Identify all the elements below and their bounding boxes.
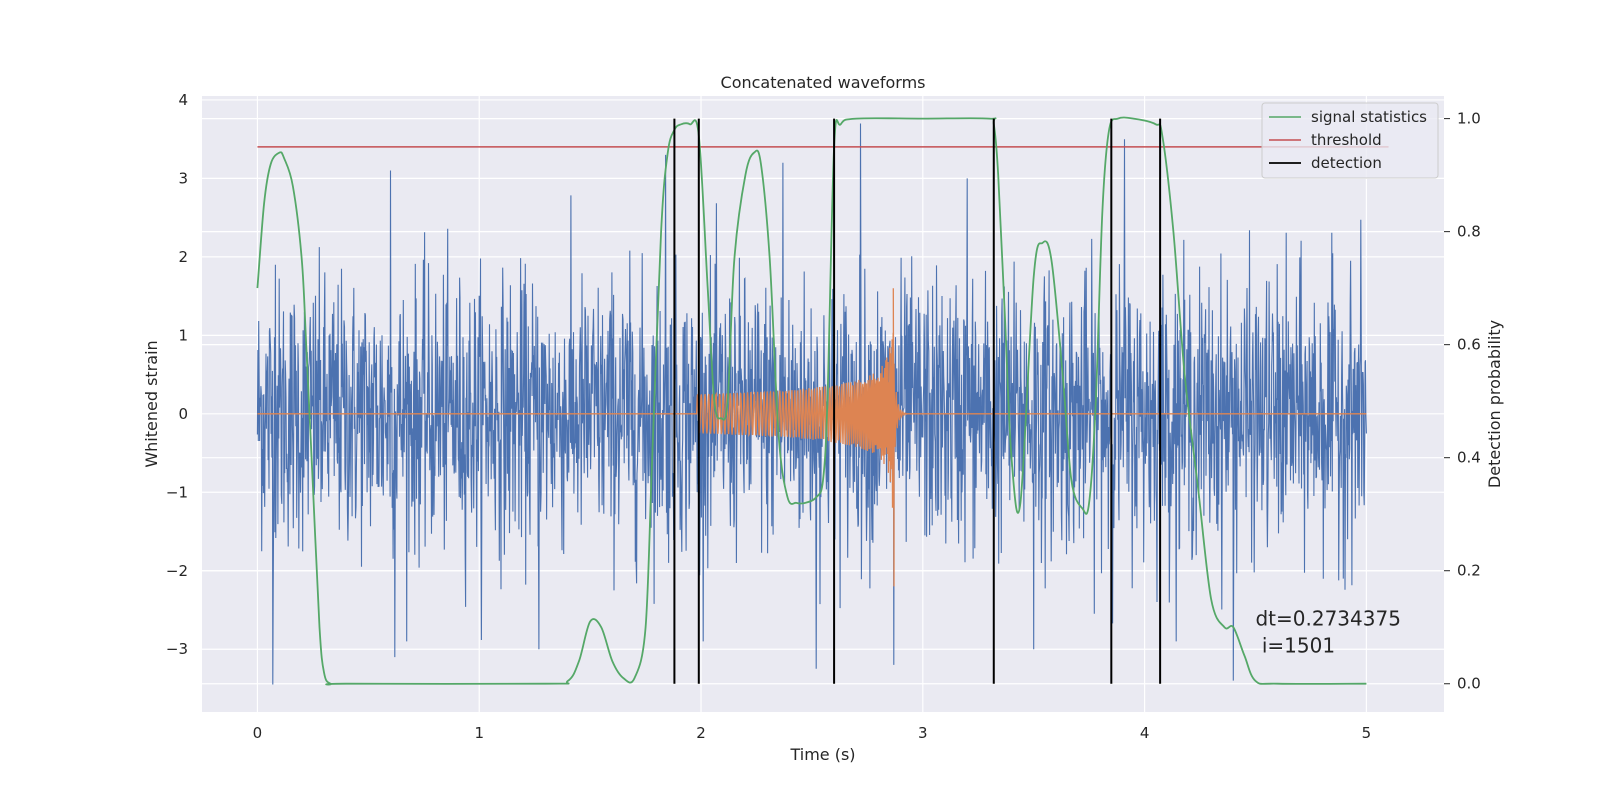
y-tick-label: −1 [166, 483, 188, 501]
tick-labels: 0 1 2 3 4 5 −3 −2 −1 0 1 2 3 4 0.0 0.2 0.4 0.6 0.8 1.0 [166, 91, 1481, 742]
legend-box [1261, 102, 1439, 179]
noise-line [256, 123, 1367, 685]
y2-tick-label: 0.4 [1457, 449, 1481, 467]
y2-tick-label: 1.0 [1457, 110, 1481, 128]
legend: signal statistics threshold detection [1261, 102, 1439, 179]
y2-tick-label: 0.8 [1457, 223, 1481, 241]
y2-tick-label: 0.2 [1457, 562, 1481, 580]
chirp-line [257, 288, 1367, 587]
y-tick-label: 3 [178, 169, 188, 187]
y2-axis-label: Detection probability [1485, 320, 1504, 488]
y-tick-label: 0 [178, 405, 188, 423]
noise-series [256, 123, 1367, 685]
annotation: dt=0.2734375 i=1501 [1255, 607, 1400, 658]
y-tick-label: 2 [178, 248, 188, 266]
x-tick-label: 4 [1140, 724, 1150, 742]
annotation-line: i=1501 [1255, 634, 1335, 658]
y-axis-label: Whitened strain [142, 340, 161, 467]
y-tick-label: −2 [166, 562, 188, 580]
x-axis-label: Time (s) [789, 745, 855, 764]
x-tick-label: 1 [474, 724, 484, 742]
x-tick-label: 0 [253, 724, 263, 742]
legend-label-threshold: threshold [1311, 131, 1382, 149]
chart-title: Concatenated waveforms [721, 73, 926, 92]
x-tick-label: 5 [1362, 724, 1372, 742]
y-tick-label: 1 [178, 326, 188, 344]
legend-label-detection: detection [1311, 154, 1382, 172]
x-tick-label: 3 [918, 724, 928, 742]
chirp-series [257, 288, 1367, 587]
legend-label-signal-statistics: signal statistics [1311, 108, 1427, 126]
y2-tick-label: 0.6 [1457, 336, 1481, 354]
y-tick-label: 4 [178, 91, 188, 109]
y-tick-label: −3 [166, 640, 188, 658]
y2-tick-label: 0.0 [1457, 675, 1481, 693]
detection-lines [673, 118, 1162, 684]
x-tick-label: 2 [696, 724, 706, 742]
annotation-line: dt=0.2734375 [1255, 607, 1400, 631]
